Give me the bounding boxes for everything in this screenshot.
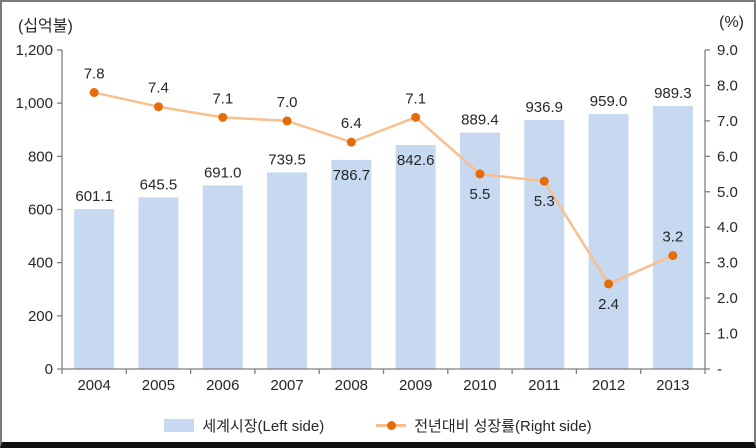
left-axis-tick-label: 1,000 xyxy=(15,95,53,112)
x-axis-label-2013: 2013 xyxy=(656,377,689,394)
bar-value-label: 739.5 xyxy=(268,151,306,168)
growth-value-label: 3.2 xyxy=(662,229,683,246)
line-marker-2010 xyxy=(475,169,485,179)
bar-value-label: 645.5 xyxy=(140,176,178,193)
bar-2010 xyxy=(459,132,500,369)
x-axis-label-2012: 2012 xyxy=(592,377,625,394)
right-axis-tick-label: 5.0 xyxy=(717,184,738,201)
x-axis-label-2005: 2005 xyxy=(142,377,175,394)
growth-value-label: 2.4 xyxy=(598,296,619,313)
legend-item-world-market: 세계시장(Left side) xyxy=(164,415,324,436)
growth-value-label: 7.8 xyxy=(84,66,105,83)
line-marker-2006 xyxy=(218,112,228,122)
bar-value-label: 786.7 xyxy=(333,167,371,184)
bar-value-label: 842.6 xyxy=(397,152,435,169)
bar-2004 xyxy=(74,209,115,369)
right-axis-tick-label: 6.0 xyxy=(717,148,738,165)
line-marker-2011 xyxy=(539,176,549,186)
left-axis-tick-label: 1,200 xyxy=(15,42,53,59)
left-axis-tick-label: 800 xyxy=(28,148,53,165)
x-axis-label-2004: 2004 xyxy=(77,377,110,394)
bar-2008 xyxy=(331,159,372,369)
chart-plot-area: 0 200 400 600 800 1,000 1,200 - 1.0 2.0 3.0 4.0 5.0 6… xyxy=(15,42,738,394)
bar-2012 xyxy=(588,114,629,370)
right-axis-unit-label: (%) xyxy=(719,14,744,31)
line-marker-2007 xyxy=(282,116,292,126)
x-axis-label-2010: 2010 xyxy=(463,377,496,394)
bar-value-label: 989.3 xyxy=(654,85,692,102)
right-axis-tick-label: 9.0 xyxy=(717,42,738,59)
line-swatch-marker-icon xyxy=(387,421,397,430)
right-axis-tick-label: - xyxy=(717,361,722,378)
bar-2009 xyxy=(395,145,436,369)
legend-item-growth-rate: 전년대비 성장률(Right side) xyxy=(376,415,592,436)
line-marker-2013 xyxy=(668,251,678,261)
growth-value-label: 6.4 xyxy=(341,115,362,132)
right-axis-tick-label: 8.0 xyxy=(717,77,738,94)
x-axis-label-2011: 2011 xyxy=(528,377,560,394)
left-axis-unit-label: (십억불) xyxy=(18,18,73,35)
left-axis-tick-label: 200 xyxy=(28,308,53,325)
right-axis-tick-label: 2.0 xyxy=(717,290,738,307)
growth-value-label: 5.5 xyxy=(470,186,491,203)
bar-value-label: 959.0 xyxy=(590,93,628,110)
left-axis-tick-label: 400 xyxy=(28,255,53,272)
bar-2005 xyxy=(138,197,179,369)
x-axis-label-2009: 2009 xyxy=(399,377,432,394)
legend-label-growth-rate: 전년대비 성장률(Right side) xyxy=(414,418,592,435)
right-axis-tick-label: 1.0 xyxy=(717,326,738,343)
bar-2006 xyxy=(202,185,243,369)
bar-2007 xyxy=(267,172,308,369)
growth-line xyxy=(93,91,674,286)
x-axis-label-2007: 2007 xyxy=(270,377,303,394)
left-axis-tick-label: 0 xyxy=(45,361,53,378)
chart-legend: 세계시장(Left side) 전년대비 성장률(Right side) xyxy=(2,415,754,436)
legend-label-world-market: 세계시장(Left side) xyxy=(202,418,325,435)
bar-2011 xyxy=(524,119,565,369)
bar-value-label: 936.9 xyxy=(525,99,563,116)
growth-value-label: 5.3 xyxy=(534,193,555,210)
line-series-swatch xyxy=(376,421,407,430)
right-axis-tick-label: 7.0 xyxy=(717,113,738,130)
line-marker-2005 xyxy=(153,102,163,112)
bar-value-label: 691.0 xyxy=(204,164,242,181)
line-marker-2004 xyxy=(89,88,99,98)
growth-value-label: 7.1 xyxy=(405,90,426,107)
bar-series-swatch xyxy=(164,419,195,432)
right-axis-tick-label: 4.0 xyxy=(717,219,738,236)
growth-value-label: 7.4 xyxy=(148,80,169,97)
line-marker-2008 xyxy=(346,137,356,147)
x-axis-label-2008: 2008 xyxy=(335,377,368,394)
growth-value-label: 7.0 xyxy=(277,94,298,111)
growth-value-label: 7.1 xyxy=(212,90,233,107)
line-marker-2009 xyxy=(411,112,421,122)
x-axis-label-2006: 2006 xyxy=(206,377,239,394)
left-axis-tick-label: 600 xyxy=(28,202,53,219)
bar-2013 xyxy=(652,106,693,370)
bar-value-label: 601.1 xyxy=(75,188,113,205)
line-marker-2012 xyxy=(604,279,614,289)
right-axis-tick-label: 3.0 xyxy=(717,255,738,272)
bar-value-label: 889.4 xyxy=(461,112,499,129)
